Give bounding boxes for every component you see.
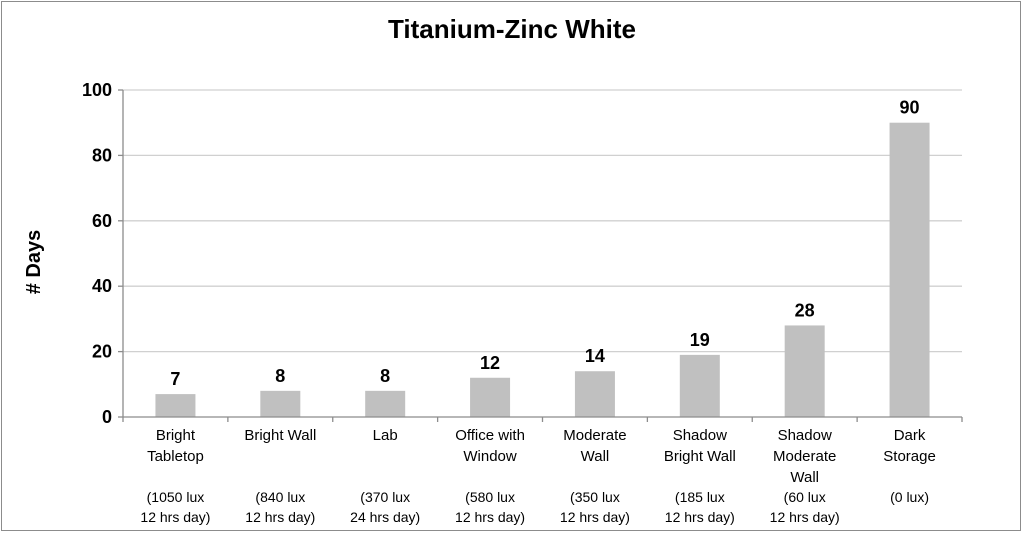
category-label: Shadow <box>778 427 832 444</box>
bar <box>260 390 301 417</box>
category-detail: (1050 lux <box>147 489 205 505</box>
data-label: 12 <box>480 353 500 373</box>
category-detail: 12 hrs day) <box>665 509 735 525</box>
bars <box>155 122 930 417</box>
category-detail: 12 hrs day) <box>140 509 210 525</box>
category-label: Bright <box>156 427 196 444</box>
category-detail: (350 lux <box>570 489 620 505</box>
category-detail: (840 lux <box>255 489 305 505</box>
category-labels: Bright Tabletop (1050 lux 12 hrs day) Bright… <box>140 427 935 525</box>
category-label: Wall <box>790 469 819 486</box>
bar <box>889 122 930 417</box>
data-label: 28 <box>795 300 815 320</box>
data-label: 90 <box>900 98 920 118</box>
category-label: Window <box>463 448 517 465</box>
bar <box>574 371 615 417</box>
y-tick-label: 60 <box>92 211 112 231</box>
category-label: Storage <box>883 448 936 465</box>
bar <box>784 325 825 417</box>
bar <box>470 377 511 417</box>
y-axis-label: # Days <box>23 230 45 295</box>
y-tick-label: 80 <box>92 145 112 165</box>
axes <box>122 90 963 422</box>
data-label: 14 <box>585 346 605 366</box>
category-label: Bright Wall <box>244 427 316 444</box>
category-label: Office with <box>455 427 525 444</box>
category-detail: (185 lux <box>675 489 725 505</box>
data-labels: 7 8 8 12 14 19 28 90 <box>170 98 919 389</box>
category-label: Shadow <box>673 427 727 444</box>
data-label: 7 <box>170 369 180 389</box>
category-detail: 12 hrs day) <box>560 509 630 525</box>
y-tick-label: 0 <box>102 407 112 427</box>
category-detail: (0 lux) <box>890 489 929 505</box>
y-tick-label: 20 <box>92 342 112 362</box>
category-detail: (370 lux <box>360 489 410 505</box>
data-label: 19 <box>690 330 710 350</box>
category-label: Moderate <box>773 448 836 465</box>
category-detail: 12 hrs day) <box>770 509 840 525</box>
y-tick-label: 100 <box>82 80 112 100</box>
data-label: 8 <box>275 366 285 386</box>
gridlines <box>123 89 962 353</box>
category-label: Bright Wall <box>664 448 736 465</box>
category-label: Tabletop <box>147 448 204 465</box>
category-detail: 12 hrs day) <box>455 509 525 525</box>
chart-title: Titanium-Zinc White <box>388 14 636 44</box>
bar <box>679 354 720 417</box>
category-detail: 12 hrs day) <box>245 509 315 525</box>
category-label: Lab <box>373 427 398 444</box>
bar <box>155 394 196 417</box>
category-label: Moderate <box>563 427 626 444</box>
data-label: 8 <box>380 366 390 386</box>
y-tick-label: 40 <box>92 276 112 296</box>
category-label: Dark <box>894 427 926 444</box>
bar <box>365 390 406 417</box>
category-detail: (580 lux <box>465 489 515 505</box>
y-axis-ticks: 0 20 40 60 80 100 <box>82 80 123 427</box>
category-label: Wall <box>581 448 610 465</box>
category-detail: 24 hrs day) <box>350 509 420 525</box>
category-detail: (60 lux <box>784 489 826 505</box>
